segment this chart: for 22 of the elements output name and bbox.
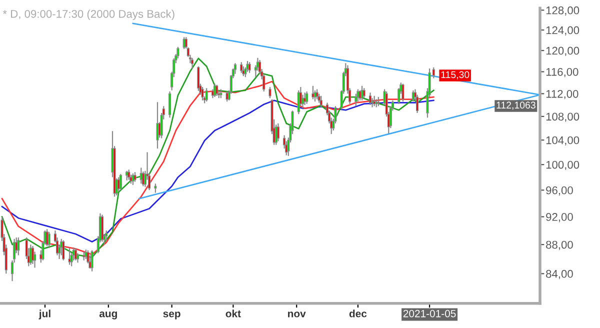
y-tick-label: 120,00 — [546, 46, 580, 56]
y-tick-label: 112,00 — [546, 90, 578, 100]
y-tick-label: 88,00 — [546, 240, 573, 250]
y-tick-label: 124,00 — [546, 26, 580, 36]
y-tick-label: 84,00 — [546, 270, 573, 280]
x-tick-label: okt — [226, 310, 241, 318]
y-tick-label: 104,00 — [546, 136, 580, 146]
x-tick-label: 2021-01-05 — [403, 310, 456, 318]
chart-title: * D, 09:00-17:30 (2000 Days Back) — [2, 10, 174, 20]
x-tick-label: dec — [349, 310, 367, 318]
y-tick-label: 108,00 — [546, 112, 580, 122]
y-tick-label: 116,00 — [546, 68, 578, 78]
x-tick-label: jul — [38, 310, 50, 320]
y-tick-label: 96,00 — [546, 186, 573, 196]
annotation: 112,1063 — [496, 102, 536, 110]
y-tick-label: 128,00 — [546, 6, 580, 16]
annotation: 115,30 — [441, 71, 470, 80]
x-tick-label: nov — [288, 312, 306, 318]
y-tick-label: 100,00 — [546, 160, 580, 170]
x-tick-label: aug — [99, 312, 117, 320]
y-tick-label: 92,00 — [546, 213, 573, 222]
x-tick-label: sep — [163, 312, 180, 320]
